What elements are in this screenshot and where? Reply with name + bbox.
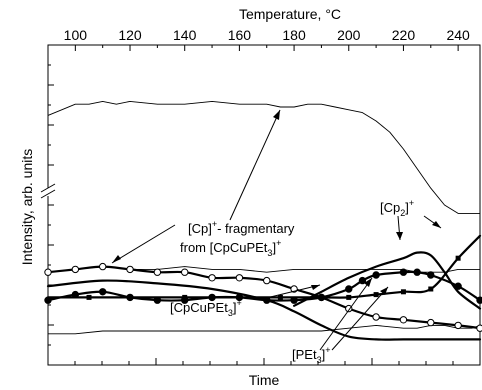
data-point bbox=[399, 316, 408, 324]
marker-layer bbox=[44, 255, 482, 332]
bottom-axis-ticks bbox=[47, 358, 481, 365]
data-point bbox=[44, 296, 52, 304]
data-point bbox=[126, 265, 134, 274]
data-point bbox=[372, 313, 380, 321]
arrow-cp-up bbox=[229, 109, 281, 221]
x-axis-title: Time bbox=[249, 372, 280, 388]
data-point bbox=[454, 321, 462, 330]
y-axis-break bbox=[40, 183, 56, 199]
top-tick-label: 120 bbox=[118, 27, 142, 43]
annotation-cp2: [Cp2]+ bbox=[380, 198, 414, 218]
arrowhead-cp-down bbox=[112, 255, 121, 263]
top-axis-ticks bbox=[47, 45, 459, 51]
top-axis-tick-labels: 100 120 140 160 180 200 220 240 bbox=[64, 27, 470, 43]
top-tick-label: 200 bbox=[337, 27, 361, 43]
data-point bbox=[71, 265, 80, 274]
data-point bbox=[277, 294, 283, 300]
series-line bbox=[47, 100, 481, 214]
arrow-pet3-b bbox=[331, 286, 389, 351]
data-point bbox=[373, 292, 379, 298]
plot-frame bbox=[47, 44, 481, 366]
data-point bbox=[317, 293, 326, 302]
data-point bbox=[153, 268, 162, 276]
series-line bbox=[47, 324, 481, 335]
arrowhead-cp-up bbox=[273, 110, 280, 120]
arrow-cp-down bbox=[111, 224, 176, 264]
data-point bbox=[290, 296, 298, 304]
top-tick-label: 140 bbox=[173, 27, 197, 43]
data-point bbox=[399, 268, 408, 276]
annotation-cpcupet3: [CpCuPEt3]+ bbox=[170, 298, 242, 318]
data-point bbox=[235, 293, 244, 302]
data-point bbox=[153, 296, 162, 304]
data-point bbox=[454, 282, 462, 290]
data-point bbox=[400, 289, 406, 295]
arrow-cpcupet3 bbox=[257, 284, 321, 301]
series-line bbox=[293, 251, 482, 310]
data-point bbox=[428, 286, 434, 292]
data-point bbox=[208, 274, 216, 282]
arrowhead-cp2 bbox=[396, 232, 403, 240]
series-line bbox=[46, 279, 482, 341]
data-point bbox=[476, 324, 482, 332]
data-point bbox=[126, 293, 134, 302]
series-line bbox=[46, 270, 482, 302]
top-tick-label: 160 bbox=[228, 27, 252, 43]
data-point bbox=[208, 293, 216, 302]
data-point bbox=[181, 268, 189, 276]
data-point bbox=[476, 296, 482, 304]
data-point bbox=[71, 290, 80, 299]
data-point bbox=[86, 294, 92, 300]
data-point bbox=[44, 268, 52, 276]
x2-axis-title: Temperature, °C bbox=[239, 6, 341, 22]
data-point bbox=[235, 274, 244, 282]
data-point bbox=[263, 276, 271, 285]
data-point bbox=[427, 271, 435, 279]
top-tick-label: 220 bbox=[392, 27, 416, 43]
annotation-pet3: [PEt3]+ bbox=[292, 345, 330, 365]
data-point bbox=[98, 262, 107, 271]
data-point bbox=[345, 304, 353, 313]
data-point bbox=[345, 285, 353, 293]
arrowhead-cpcupet3 bbox=[311, 285, 320, 290]
left-axis-ticks bbox=[48, 44, 54, 366]
data-point bbox=[413, 268, 421, 276]
data-point bbox=[372, 271, 380, 279]
data-point bbox=[346, 294, 352, 300]
data-point bbox=[181, 296, 189, 304]
data-point bbox=[358, 276, 367, 285]
top-tick-label: 100 bbox=[64, 27, 88, 43]
arrowhead-pet3-a bbox=[364, 278, 372, 287]
data-point bbox=[427, 318, 435, 327]
data-point bbox=[455, 255, 461, 261]
y-axis-title: Intensity, arb. units bbox=[19, 149, 35, 265]
annotation-cp: [Cp]+- fragmentary from [CpCuPEt3]+ bbox=[180, 219, 298, 258]
arrowhead-pet3-b bbox=[380, 287, 388, 295]
top-tick-label: 240 bbox=[446, 27, 470, 43]
data-point bbox=[98, 288, 107, 296]
top-tick-label: 180 bbox=[282, 27, 306, 43]
arrowhead-cp2-b bbox=[432, 221, 441, 228]
annotation-arrows bbox=[111, 109, 442, 351]
arrow-pet3-a bbox=[319, 277, 373, 351]
